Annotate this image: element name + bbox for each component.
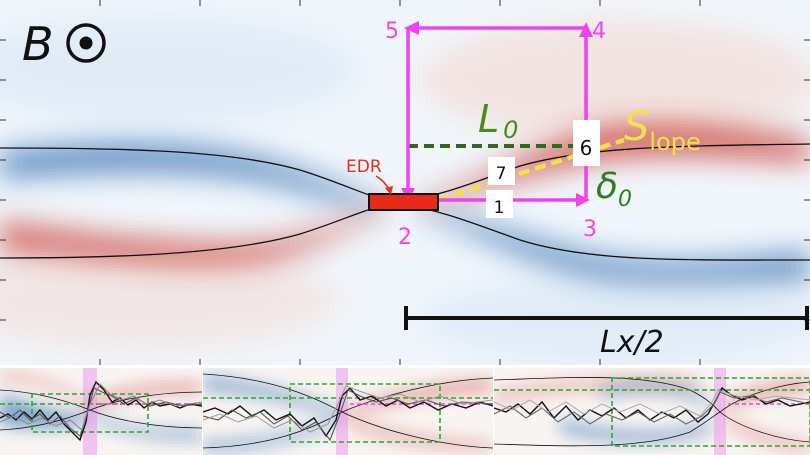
label-box-7 (488, 157, 515, 185)
slope-label-main: S (624, 104, 649, 150)
edr-box (368, 193, 439, 211)
inset-1 (0, 368, 202, 455)
field-label: B (22, 17, 54, 71)
delta0-label-sub: 0 (618, 187, 632, 212)
upper-right-tint (420, 20, 810, 140)
delta0-label: δ0 (596, 166, 632, 212)
blue-band-right (420, 210, 810, 283)
segment-label-1: 1 (494, 198, 505, 218)
red-band-right (420, 123, 810, 206)
label-box-6 (573, 120, 600, 166)
corner-label-5: 5 (385, 19, 399, 44)
inset-separator-1 (202, 368, 203, 455)
arrowhead-left (404, 21, 419, 35)
segment-label-7: 7 (496, 164, 507, 184)
l0-label-sub: 0 (503, 116, 518, 144)
inset-separator-2 (493, 368, 494, 455)
main-panel: B EDR 5 4 2 3 (0, 0, 810, 365)
corner-label-2: 2 (398, 225, 412, 250)
blue-band-left (0, 143, 380, 208)
edr-label: EDR (346, 157, 382, 177)
lower-left-tint (0, 250, 340, 350)
segment-label-6: 6 (580, 136, 593, 160)
arrowhead-right (576, 193, 590, 207)
corner-label-3: 3 (583, 217, 597, 242)
inset-3 (494, 368, 810, 455)
corner-label-4: 4 (592, 19, 606, 44)
length-bracket (404, 306, 809, 330)
panel-divider (0, 365, 810, 368)
arrowhead-up (579, 22, 593, 37)
length-label: Lx/2 (600, 325, 664, 360)
edr-pointer-head (385, 186, 393, 195)
l0-label-main: L (478, 97, 499, 141)
slope-label: Slope (624, 104, 701, 156)
delta0-label-main: δ (596, 166, 618, 207)
frame-ticks (0, 0, 810, 365)
red-band-left (0, 206, 380, 265)
out-of-page-icon (66, 23, 106, 63)
inset-2 (203, 368, 493, 455)
label-box-1 (486, 190, 513, 218)
slope-label-sub: lope (649, 128, 700, 156)
